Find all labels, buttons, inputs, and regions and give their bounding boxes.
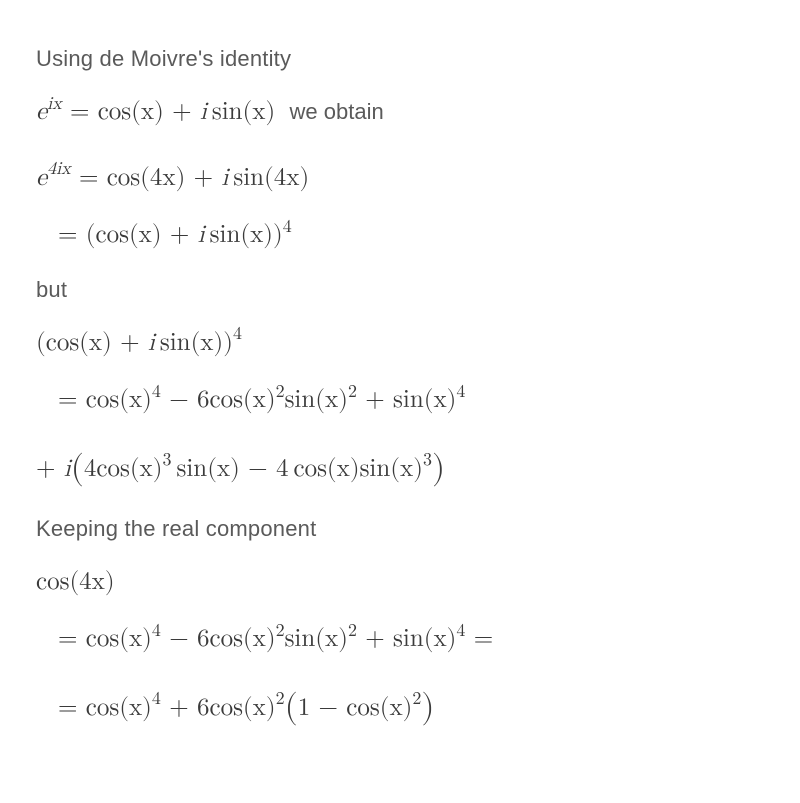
- pow4: 4: [456, 622, 465, 640]
- cos4x: cos(4x): [107, 165, 186, 190]
- pow3: 3: [423, 451, 432, 469]
- equals: =: [79, 165, 107, 190]
- pow4: 4: [233, 325, 242, 343]
- cosx: cos(x): [293, 456, 359, 481]
- e-base: e: [36, 99, 47, 124]
- expand-real: = cos(x)4 − 6cos(x)2sin(x)2 + sin(x)4: [58, 376, 764, 424]
- plus: +: [36, 456, 64, 481]
- i: i: [200, 99, 207, 124]
- sinx: sin(x): [177, 456, 240, 481]
- but-text: but: [36, 277, 764, 303]
- one: 1: [298, 695, 311, 720]
- minus: −: [169, 626, 197, 651]
- euler-identity: eix = cos(x) + i sin(x) we obtain: [36, 88, 764, 136]
- plus: +: [172, 99, 200, 124]
- cosx: cos(x): [98, 99, 164, 124]
- cosx: cos(x): [96, 222, 162, 247]
- big-lparen: (: [71, 451, 84, 485]
- equals: =: [58, 626, 86, 651]
- cosx: cos(x): [209, 626, 275, 651]
- e4-base: e: [36, 165, 47, 190]
- minus: −: [169, 387, 197, 412]
- sin4x: sin(4x): [233, 165, 309, 190]
- sinx: sin(x): [393, 626, 456, 651]
- i: i: [64, 456, 71, 481]
- cos4x-lhs: cos(4x): [36, 558, 764, 606]
- equals-trail: =: [474, 626, 493, 651]
- expand-imag: + i(4cos(x)3 sin(x) − 4 cos(x)sin(x)3): [36, 434, 764, 498]
- e-exp: ix: [47, 95, 62, 113]
- cosx: cos(x): [86, 626, 152, 651]
- i: i: [221, 165, 228, 190]
- cosx: cos(x): [86, 695, 152, 720]
- sinx: sin(x): [210, 222, 273, 247]
- cosx: cos(x): [96, 456, 162, 481]
- plus: +: [162, 222, 198, 247]
- pow2: 2: [348, 383, 357, 401]
- six: 6: [197, 387, 210, 412]
- equals: =: [58, 222, 86, 247]
- e4ix-line2: = (cos(x) + i sin(x))4: [58, 211, 764, 259]
- equals: =: [58, 695, 86, 720]
- lparen: (: [36, 330, 46, 355]
- pow4: 4: [283, 218, 292, 236]
- plus: +: [112, 330, 148, 355]
- six: 6: [197, 626, 210, 651]
- rparen: ): [273, 222, 283, 247]
- i: i: [148, 330, 155, 355]
- minus: −: [248, 456, 276, 481]
- we-obtain: we obtain: [290, 99, 384, 124]
- pow4: 4: [152, 383, 161, 401]
- cosx: cos(x): [46, 330, 112, 355]
- cosx: cos(x): [346, 695, 412, 720]
- equals: =: [58, 387, 86, 412]
- four: 4: [276, 456, 289, 481]
- pow2: 2: [276, 622, 285, 640]
- sinx: sin(x): [285, 387, 348, 412]
- big-lparen: (: [285, 690, 298, 724]
- plus: +: [365, 626, 393, 651]
- cos4x-line2: = cos(x)4 + 6cos(x)2(1 − cos(x)2): [58, 673, 764, 737]
- sinx: sin(x): [360, 456, 423, 481]
- pow4: 4: [152, 622, 161, 640]
- pow4: 4: [456, 383, 465, 401]
- plus: +: [169, 695, 197, 720]
- lparen: (: [86, 222, 96, 247]
- plus: +: [194, 165, 222, 190]
- expand-lhs: (cos(x) + i sin(x))4: [36, 319, 764, 367]
- equals: =: [70, 99, 98, 124]
- e4ix-line1: e4ix = cos(4x) + i sin(4x): [36, 154, 764, 202]
- big-rparen: ): [432, 451, 445, 485]
- pow2: 2: [348, 622, 357, 640]
- sinx: sin(x): [160, 330, 223, 355]
- pow2: 2: [276, 690, 285, 708]
- big-rparen: ): [421, 690, 434, 724]
- i: i: [198, 222, 205, 247]
- pow4: 4: [152, 690, 161, 708]
- pow2: 2: [276, 383, 285, 401]
- heading-text: Using de Moivre's identity: [36, 46, 764, 72]
- cosx: cos(x): [209, 387, 275, 412]
- sinx: sin(x): [212, 99, 275, 124]
- cos4x: cos(4x): [36, 569, 115, 594]
- six: 6: [197, 695, 210, 720]
- four: 4: [84, 456, 97, 481]
- e4-exp: 4ix: [47, 160, 71, 178]
- cos4x-line1: = cos(x)4 − 6cos(x)2sin(x)2 + sin(x)4 =: [58, 615, 764, 663]
- pow3: 3: [162, 451, 171, 469]
- sinx: sin(x): [393, 387, 456, 412]
- plus: +: [365, 387, 393, 412]
- rparen: ): [223, 330, 233, 355]
- cosx: cos(x): [86, 387, 152, 412]
- cosx: cos(x): [209, 695, 275, 720]
- sinx: sin(x): [285, 626, 348, 651]
- minus: −: [310, 695, 346, 720]
- keeping-text: Keeping the real component: [36, 516, 764, 542]
